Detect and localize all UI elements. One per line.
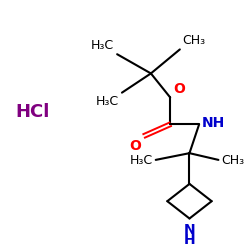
Text: H₃C: H₃C	[96, 94, 119, 108]
Text: CH₃: CH₃	[183, 34, 206, 48]
Text: H₃C: H₃C	[130, 154, 153, 167]
Text: O: O	[130, 139, 141, 153]
Text: O: O	[173, 82, 185, 96]
Text: N: N	[184, 223, 195, 237]
Text: HCl: HCl	[16, 103, 50, 121]
Text: H: H	[184, 233, 195, 247]
Text: NH: NH	[202, 116, 225, 130]
Text: CH₃: CH₃	[221, 154, 244, 167]
Text: H₃C: H₃C	[91, 39, 114, 52]
